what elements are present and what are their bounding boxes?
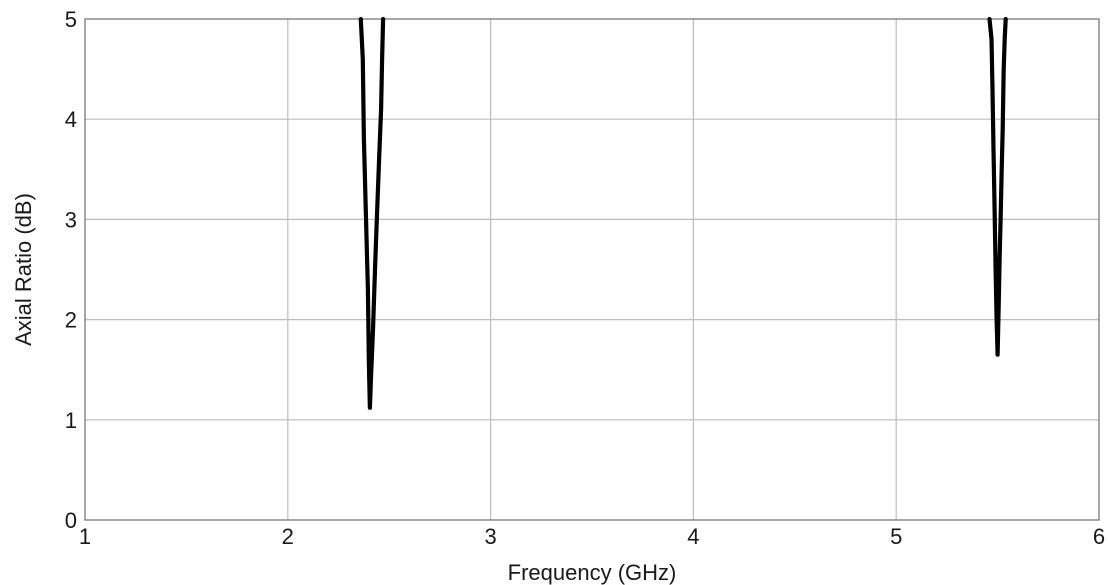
x-tick-label: 6 [1093,524,1105,549]
axial-ratio-curve-1 [358,16,386,410]
y-tick-label: 1 [65,408,77,433]
x-tick-label: 5 [890,524,902,549]
y-tick-label: 3 [65,207,77,232]
x-tick-label: 1 [79,524,91,549]
plot-frame [84,18,1100,521]
y-tick-label: 4 [65,107,77,132]
y-tick-label: 0 [65,508,77,533]
x-tick-label: 2 [282,524,294,549]
x-tick-label: 4 [687,524,699,549]
y-tick-label: 2 [65,308,77,333]
x-axis-label: Frequency (GHz) [508,560,677,585]
x-tick-label: 3 [484,524,496,549]
series-layer [358,16,1008,410]
y-tick-label: 5 [65,7,77,32]
y-axis-label: Axial Ratio (dB) [11,193,36,346]
grid-lines [85,19,1099,520]
axial-ratio-curve-2 [987,16,1008,357]
